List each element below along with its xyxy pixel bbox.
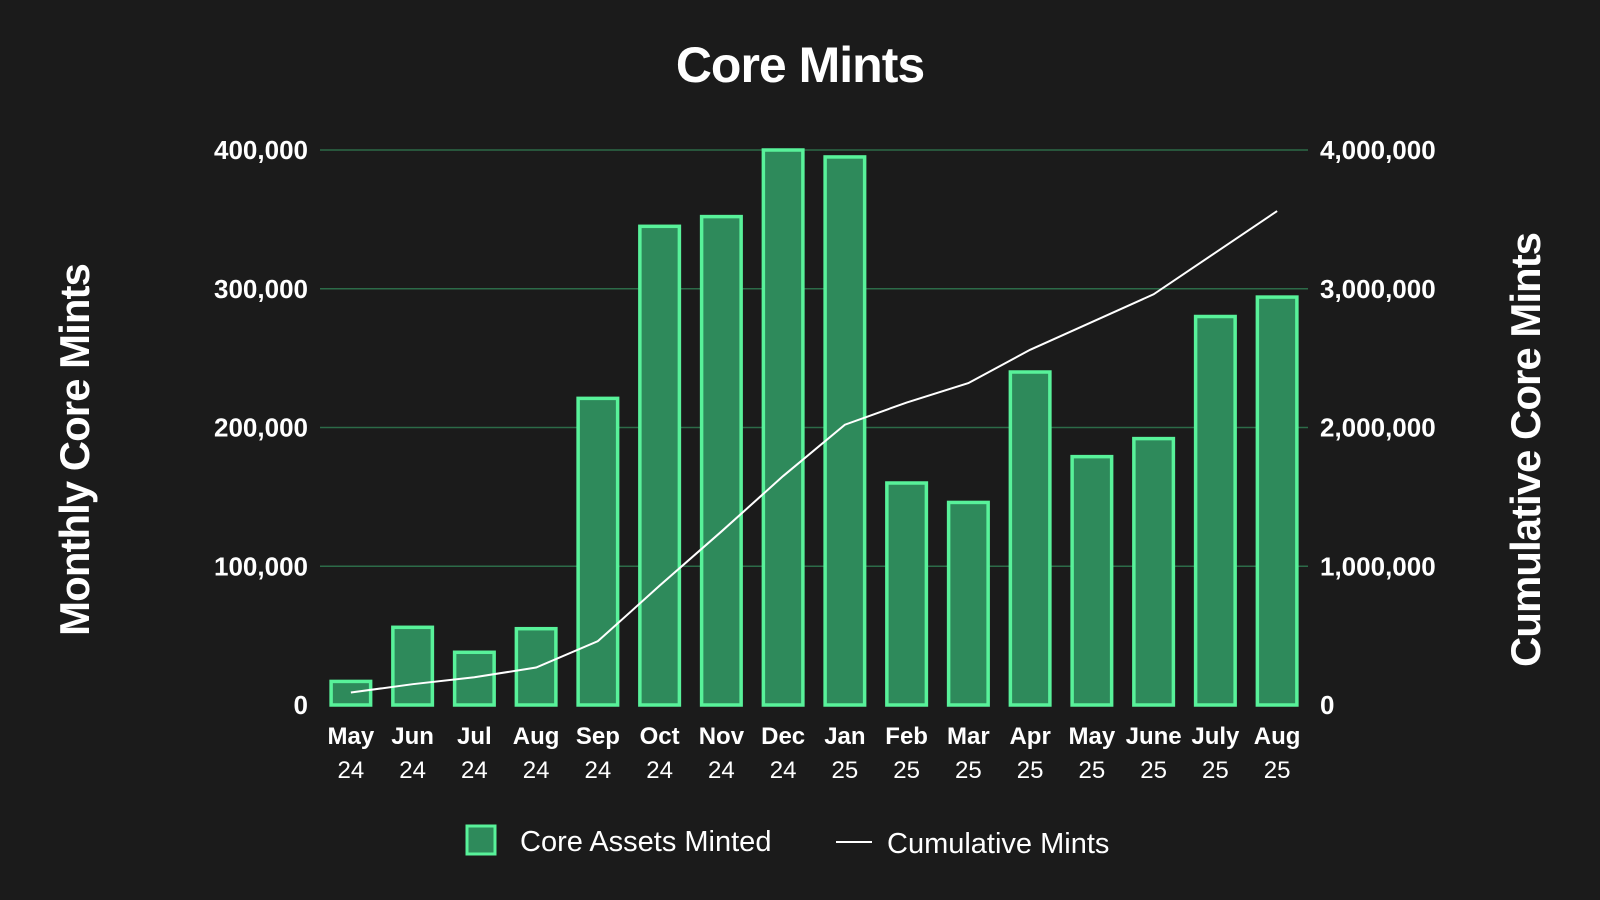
y-axis-ticks: 0 100,000 200,000 300,000 400,000 — [214, 135, 308, 720]
x-tick-month: Jan — [824, 723, 865, 750]
x-tick-year: 25 — [955, 757, 982, 784]
x-tick-month: May — [328, 723, 375, 750]
x-tick-year: 24 — [461, 757, 488, 784]
y-tick-label: 400,000 — [214, 135, 308, 165]
x-tick-month: Aug — [1254, 723, 1301, 750]
x-tick-year: 25 — [1079, 757, 1106, 784]
x-tick-month: Mar — [947, 723, 990, 750]
x-tick-month: Jul — [457, 723, 492, 750]
bar — [329, 679, 373, 707]
x-tick-year: 25 — [1264, 757, 1291, 784]
legend-label-line: Cumulative Mints — [887, 828, 1109, 860]
y-axis-label: Monthly Core Mints — [51, 264, 98, 636]
x-tick-month: Jun — [391, 723, 434, 750]
y2-axis-label: Cumulative Core Mints — [1502, 233, 1549, 667]
y-tick-label: 100,000 — [214, 551, 308, 581]
x-tick-year: 25 — [1017, 757, 1044, 784]
bar — [1132, 436, 1176, 707]
bar — [391, 625, 435, 707]
y2-tick-label: 1,000,000 — [1320, 551, 1436, 581]
bar-series — [329, 148, 1299, 707]
bar — [1255, 295, 1299, 707]
y-tick-label: 200,000 — [214, 413, 308, 443]
x-tick-month: May — [1069, 723, 1116, 750]
x-tick-year: 24 — [646, 757, 673, 784]
bar — [885, 481, 929, 707]
x-tick-year: 24 — [770, 757, 797, 784]
line-series — [350, 210, 1278, 694]
y2-tick-label: 3,000,000 — [1320, 274, 1436, 304]
bar — [1070, 454, 1114, 707]
x-tick-month: July — [1191, 723, 1240, 750]
x-tick-year: 24 — [585, 757, 612, 784]
y2-tick-label: 2,000,000 — [1320, 413, 1436, 443]
x-tick-month: Oct — [640, 723, 680, 750]
x-tick-year: 25 — [1140, 757, 1167, 784]
x-tick-year: 24 — [338, 757, 365, 784]
x-axis-ticks: May 24 Jun 24 Jul 24 Aug 24 Sep 24 Oct 24 Nov 24 Dec 24… — [328, 723, 1301, 784]
x-tick-month: Apr — [1009, 723, 1050, 750]
y2-tick-label: 0 — [1320, 690, 1334, 720]
bar — [514, 626, 558, 707]
bar — [761, 148, 805, 707]
x-tick-month: Aug — [513, 723, 560, 750]
legend-item-line: Cumulative Mints — [836, 828, 1109, 860]
y2-tick-label: 4,000,000 — [1320, 135, 1436, 165]
legend: Core Assets Minted Cumulative Mints — [465, 824, 1109, 860]
x-tick-year: 24 — [523, 757, 550, 784]
y2-axis-ticks: 0 1,000,000 2,000,000 3,000,000 4,000,000 — [1320, 135, 1436, 720]
legend-swatch-bar — [465, 824, 497, 856]
legend-item-bars: Core Assets Minted — [465, 824, 771, 858]
legend-label-bars: Core Assets Minted — [520, 826, 771, 858]
cumulative-line — [350, 210, 1278, 694]
chart-title: Core Mints — [676, 37, 924, 93]
bar — [638, 224, 682, 707]
bar — [946, 500, 990, 707]
x-tick-month: Dec — [761, 723, 805, 750]
x-tick-year: 24 — [708, 757, 735, 784]
bar — [823, 155, 867, 707]
bar — [699, 214, 743, 707]
bar — [1008, 370, 1052, 707]
x-tick-month: Sep — [576, 723, 620, 750]
bar — [576, 396, 620, 707]
x-tick-year: 24 — [399, 757, 426, 784]
x-tick-month: Feb — [885, 723, 928, 750]
bar — [1193, 314, 1237, 707]
y-tick-label: 300,000 — [214, 274, 308, 304]
y-tick-label: 0 — [294, 690, 308, 720]
x-tick-year: 25 — [893, 757, 920, 784]
x-tick-year: 25 — [832, 757, 859, 784]
x-tick-month: Nov — [699, 723, 745, 750]
x-tick-month: June — [1126, 723, 1182, 750]
x-tick-year: 25 — [1202, 757, 1229, 784]
